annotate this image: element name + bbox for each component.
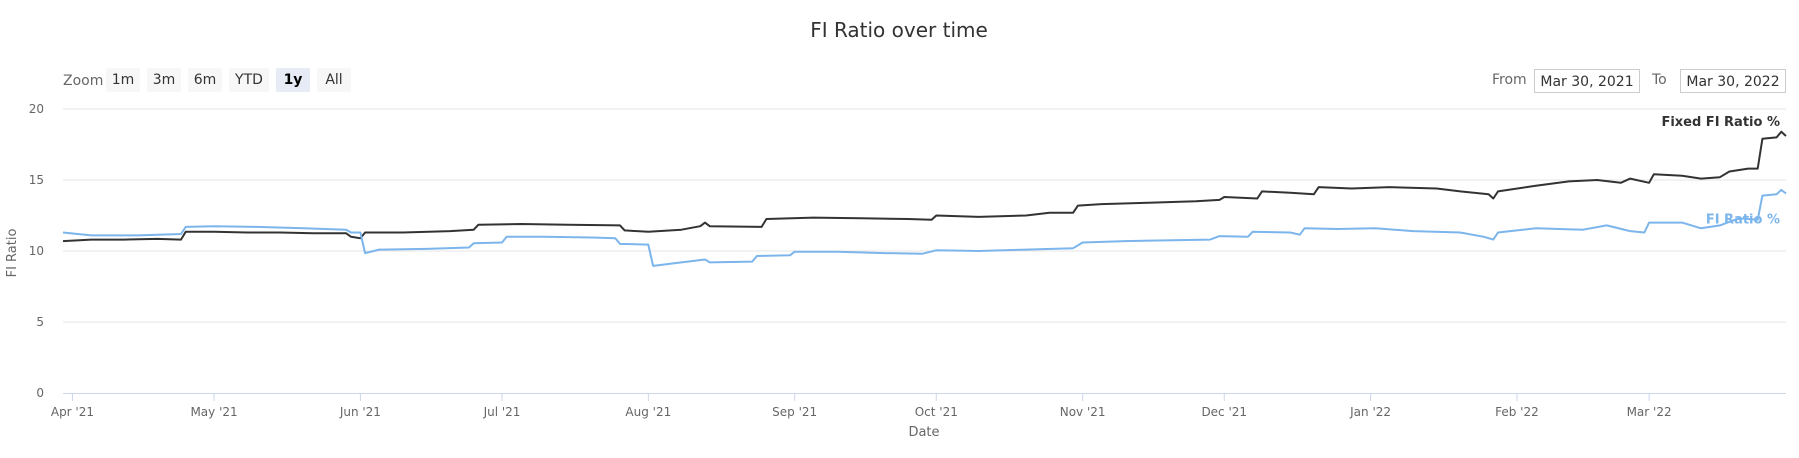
x-tick-label: Sep '21 bbox=[772, 405, 817, 419]
x-tick-label: Dec '21 bbox=[1201, 405, 1247, 419]
x-tick-label: Nov '21 bbox=[1060, 405, 1106, 419]
to-label: To bbox=[1652, 72, 1667, 88]
zoom-button-1m[interactable]: 1m bbox=[106, 68, 140, 92]
x-tick-label: Oct '21 bbox=[915, 405, 958, 419]
x-tick-label: Jul '21 bbox=[483, 405, 521, 419]
y-tick-label: 0 bbox=[36, 386, 44, 400]
y-tick-label: 15 bbox=[29, 173, 44, 187]
zoom-button-ytd[interactable]: YTD bbox=[229, 68, 269, 92]
series-label: FI Ratio % bbox=[1706, 212, 1780, 227]
from-label: From bbox=[1492, 72, 1527, 88]
x-tick-label: Mar '22 bbox=[1627, 405, 1672, 419]
y-tick-label: 10 bbox=[29, 244, 44, 258]
zoom-button-1y[interactable]: 1y bbox=[276, 68, 310, 92]
zoom-button-3m[interactable]: 3m bbox=[147, 68, 181, 92]
zoom-label: Zoom bbox=[63, 73, 104, 89]
x-tick-label: Apr '21 bbox=[51, 405, 94, 419]
y-axis-title: FI Ratio bbox=[5, 229, 20, 278]
series-label: Fixed FI Ratio % bbox=[1661, 115, 1780, 130]
x-tick-label: Feb '22 bbox=[1495, 405, 1539, 419]
grid bbox=[63, 108, 1786, 323]
series bbox=[62, 130, 1787, 267]
x-axis-title: Date bbox=[908, 425, 939, 440]
x-tick-label: Aug '21 bbox=[625, 405, 671, 419]
to-date-input[interactable]: Mar 30, 2022 bbox=[1680, 69, 1786, 93]
chart-title: FI Ratio over time bbox=[810, 18, 988, 42]
from-date-input[interactable]: Mar 30, 2021 bbox=[1534, 69, 1640, 93]
y-tick-label: 20 bbox=[29, 102, 44, 116]
axes: 0 5 10 15 20 Apr '21 May '21 Jun '21 Jul '21 Aug … bbox=[29, 102, 1786, 419]
x-tick-label: Jun '21 bbox=[339, 405, 381, 419]
zoom-button-all[interactable]: All bbox=[317, 68, 351, 92]
x-tick-label: Jan '22 bbox=[1349, 405, 1391, 419]
series-labels: Fixed FI Ratio % FI Ratio % bbox=[1661, 115, 1780, 228]
x-tick-label: May '21 bbox=[190, 405, 237, 419]
series-line-fi-ratio bbox=[62, 188, 1787, 267]
y-tick-label: 5 bbox=[36, 315, 44, 329]
zoom-button-6m[interactable]: 6m bbox=[188, 68, 222, 92]
series-line-fixed-fi-ratio bbox=[62, 130, 1787, 243]
